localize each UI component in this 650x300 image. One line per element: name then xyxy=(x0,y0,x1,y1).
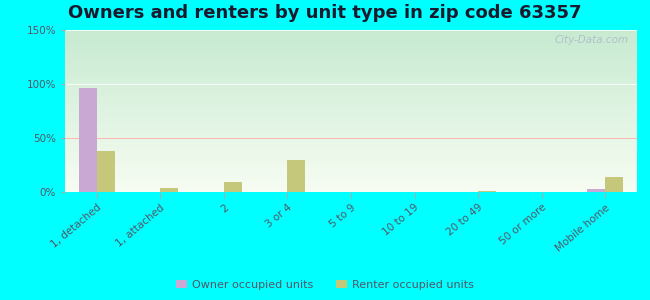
Legend: Owner occupied units, Renter occupied units: Owner occupied units, Renter occupied un… xyxy=(171,275,479,294)
Bar xyxy=(79,88,97,192)
Text: City-Data.com: City-Data.com xyxy=(554,35,629,45)
Bar xyxy=(224,182,242,192)
Text: Owners and renters by unit type in zip code 63357: Owners and renters by unit type in zip c… xyxy=(68,4,582,22)
Bar xyxy=(605,177,623,192)
Bar xyxy=(478,191,496,192)
Bar xyxy=(97,151,114,192)
Bar xyxy=(588,189,605,192)
Bar xyxy=(287,160,306,192)
Bar xyxy=(161,188,178,192)
